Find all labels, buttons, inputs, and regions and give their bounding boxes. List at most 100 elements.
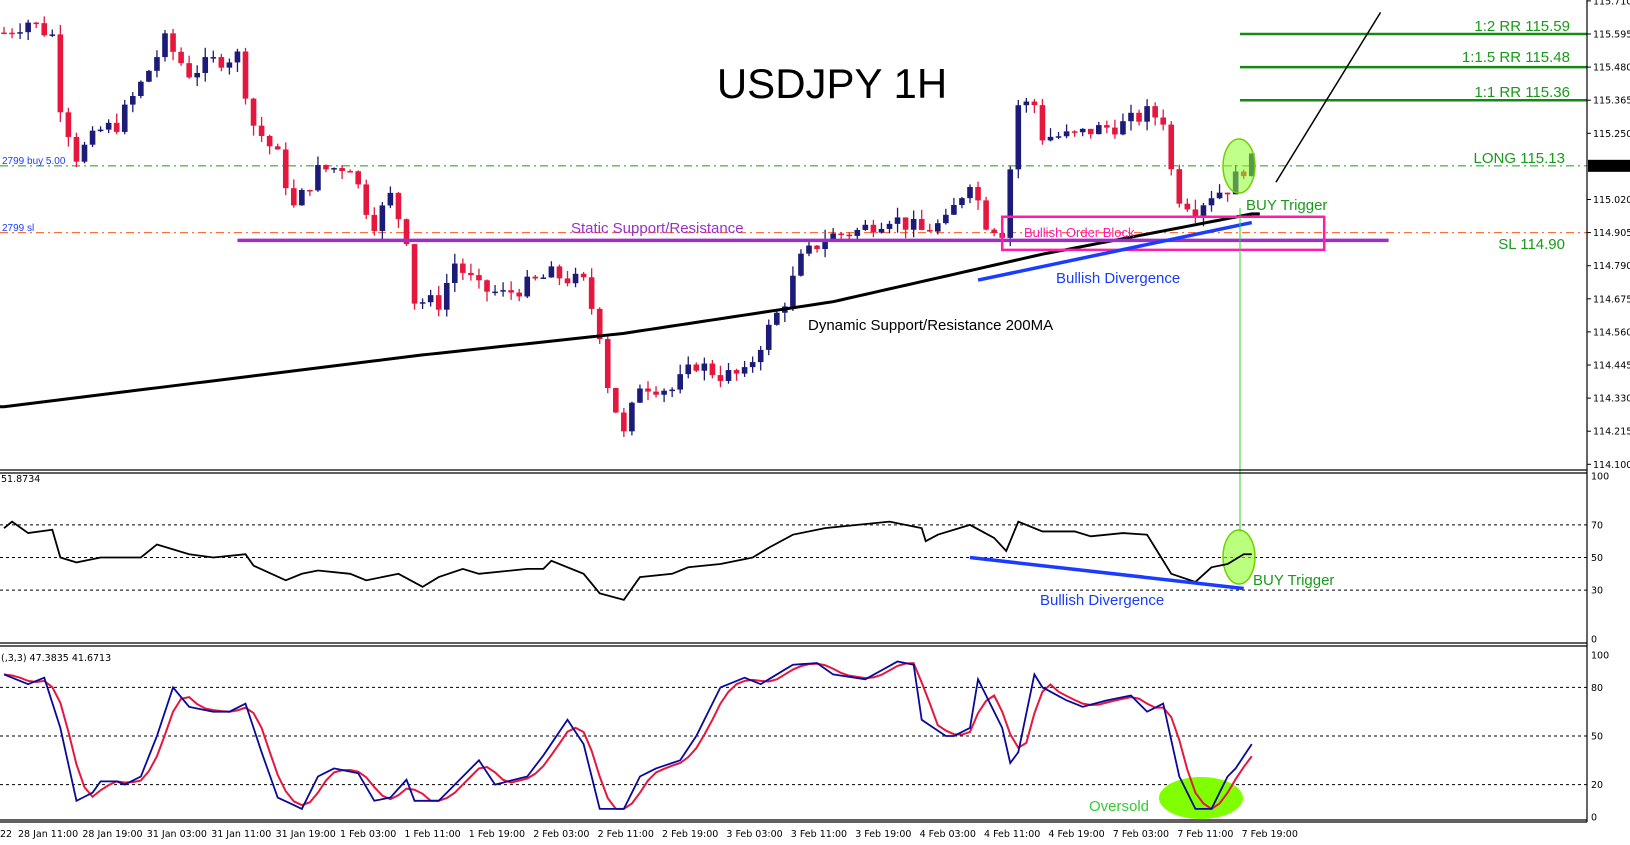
candle-body bbox=[25, 22, 31, 33]
candle-body bbox=[798, 253, 804, 276]
price-tick-label: 114.560 bbox=[1593, 327, 1630, 338]
candle-body bbox=[452, 263, 458, 283]
candle-body bbox=[411, 244, 418, 304]
bull-candle bbox=[1128, 104, 1134, 131]
order-buy-label: 2799 buy 5.00 bbox=[2, 156, 66, 167]
candle-body bbox=[870, 224, 877, 233]
candle-body bbox=[918, 219, 925, 230]
candle-body bbox=[443, 282, 450, 310]
candle-body bbox=[806, 245, 812, 254]
bull-candle bbox=[500, 282, 506, 297]
candle-body bbox=[1112, 127, 1118, 135]
bear-candle bbox=[218, 53, 225, 72]
long-label: LONG 115.13 bbox=[1474, 150, 1565, 167]
bear-candle bbox=[556, 264, 563, 286]
candle-body bbox=[500, 290, 506, 292]
candle-body bbox=[1216, 192, 1223, 199]
bear-candle bbox=[1176, 164, 1183, 208]
bull-candle bbox=[379, 202, 386, 241]
candle-body bbox=[838, 233, 844, 236]
candle-body bbox=[709, 363, 716, 376]
bear-candle bbox=[975, 181, 981, 210]
candle-body bbox=[596, 308, 603, 340]
candle-body bbox=[1047, 136, 1054, 141]
bear-candle bbox=[645, 381, 651, 401]
bull-candle bbox=[1023, 97, 1030, 113]
time-tick-label: 2 Feb 19:00 bbox=[662, 829, 718, 840]
candle-body bbox=[9, 32, 15, 35]
bear-candle bbox=[1184, 198, 1191, 212]
bull-candle bbox=[757, 345, 764, 371]
candle-body bbox=[701, 363, 708, 371]
candle-body bbox=[299, 189, 305, 206]
bear-candle bbox=[918, 209, 925, 231]
candle-body bbox=[975, 187, 981, 201]
bear-candle bbox=[250, 97, 257, 136]
price-tick-label: 114.330 bbox=[1593, 394, 1630, 405]
bull-candle bbox=[443, 273, 450, 317]
bull-candle bbox=[299, 188, 305, 206]
bull-candle bbox=[637, 384, 643, 404]
bull-candle bbox=[105, 119, 112, 134]
bull-candle bbox=[862, 219, 869, 231]
stochastic-tick-label: 100 bbox=[1591, 651, 1609, 662]
bear-candle bbox=[1136, 109, 1142, 126]
bear-candle bbox=[1192, 199, 1199, 223]
candle-body bbox=[524, 276, 531, 297]
candle-body bbox=[331, 168, 337, 170]
bear-candle bbox=[596, 307, 603, 344]
bull-candle bbox=[540, 274, 547, 279]
candle-body bbox=[1055, 136, 1062, 138]
bear-candle bbox=[653, 386, 659, 398]
candle-body bbox=[395, 192, 402, 220]
candle-body bbox=[621, 412, 627, 432]
bull-candle bbox=[1096, 121, 1102, 135]
bear-candle bbox=[347, 169, 353, 173]
bear-candle bbox=[242, 47, 249, 105]
candle-body bbox=[967, 187, 973, 199]
stochastic-panel[interactable]: 100 80 50 20 0 bbox=[0, 651, 1609, 824]
bear-candle bbox=[902, 217, 909, 239]
oversold-highlight bbox=[1159, 777, 1243, 819]
candle-body bbox=[460, 263, 466, 273]
time-tick-label: 7 Feb 03:00 bbox=[1113, 829, 1169, 840]
candle-body bbox=[741, 367, 748, 374]
candle-body bbox=[556, 266, 563, 279]
candle-body bbox=[242, 51, 249, 99]
candle-body bbox=[347, 171, 353, 173]
time-tick-label: 4 Feb 11:00 bbox=[984, 829, 1040, 840]
bear-candle bbox=[1104, 120, 1110, 134]
bull-candle bbox=[154, 50, 160, 78]
chart-title: USDJPY 1H bbox=[717, 60, 947, 107]
bull-candle bbox=[194, 65, 200, 87]
bull-candle bbox=[685, 356, 692, 379]
bull-candle bbox=[910, 210, 917, 238]
candle-body bbox=[951, 204, 957, 215]
candle-body bbox=[226, 62, 233, 68]
candle-body bbox=[492, 291, 498, 294]
candle-body bbox=[774, 312, 780, 325]
candle-body bbox=[1015, 105, 1022, 170]
price-tick-label: 115.480 bbox=[1593, 63, 1630, 74]
bear-candle bbox=[588, 268, 595, 315]
candle-body bbox=[282, 149, 289, 189]
candle-body bbox=[540, 277, 547, 279]
candle-body bbox=[1071, 131, 1078, 133]
bull-candle bbox=[935, 219, 941, 235]
candle-body bbox=[49, 34, 56, 36]
rsi-panel[interactable]: 100 70 50 30 0 bbox=[0, 472, 1609, 646]
candle-body bbox=[645, 388, 651, 392]
candle-body bbox=[717, 375, 724, 381]
candle-body bbox=[65, 112, 72, 137]
candle-body bbox=[677, 374, 683, 390]
candle-body bbox=[991, 229, 997, 233]
candle-body bbox=[113, 122, 120, 132]
price-panel[interactable] bbox=[0, 12, 1587, 532]
rsi-readout: 51.8734 bbox=[1, 474, 40, 485]
candle-body bbox=[1152, 106, 1158, 118]
candle-body bbox=[814, 245, 820, 250]
bear-candle bbox=[709, 359, 716, 379]
bear-candle bbox=[870, 219, 877, 238]
bear-candle bbox=[1168, 121, 1175, 176]
